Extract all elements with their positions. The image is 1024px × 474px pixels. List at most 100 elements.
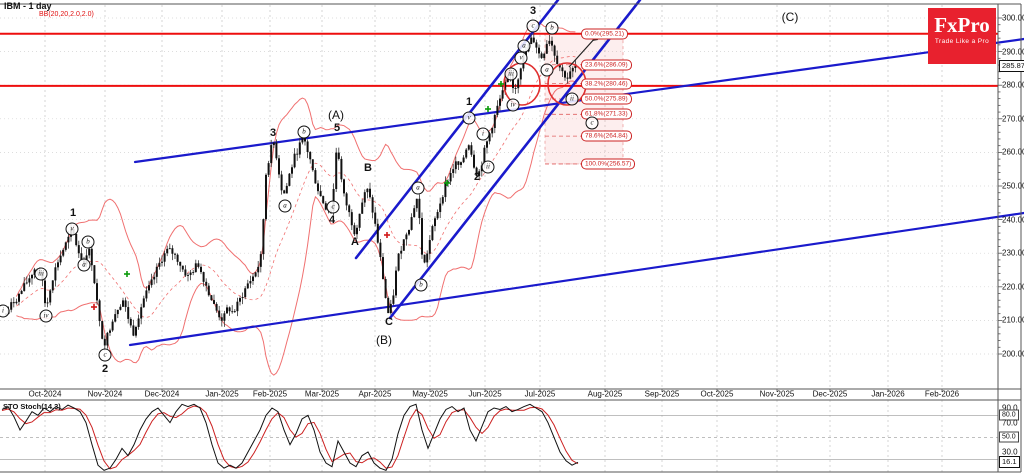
bollinger-middle-band [16,55,576,318]
candle-body [436,212,439,219]
candle-body [223,313,226,321]
candle-body [501,90,504,99]
candle-body [77,245,80,254]
candle-body [31,274,33,279]
candle-body [361,202,364,214]
candle-body [23,283,26,291]
candle-body [179,261,182,266]
candle-body [426,253,429,263]
candle-body [387,297,390,314]
candle-body [101,321,104,339]
candle-body [288,173,291,186]
candle-body [122,300,124,307]
candle-body [509,74,512,76]
candle-body [137,318,140,327]
candle-body [319,191,322,197]
candle-body [18,293,20,302]
bollinger-lower-band [16,80,576,376]
candle-body [504,81,507,91]
candle-body [371,197,374,213]
candle-body [64,242,67,250]
candle-body [397,253,400,271]
candle-body [75,234,78,246]
candle-body [384,278,387,298]
highlight-ellipse [503,62,541,106]
candle-body [512,74,514,89]
candle-body [114,314,117,322]
candle-body [213,300,215,304]
candle-body [38,269,41,273]
candle-body [228,307,231,312]
candle-body [538,47,540,54]
candle-body [155,266,158,277]
candle-body [142,298,145,308]
candle-body [457,161,460,165]
candle-body [467,145,470,150]
candle-body [174,253,176,255]
candle-body [200,266,202,273]
candle-body [525,51,527,56]
candle-body [116,309,119,315]
candle-body [46,302,49,304]
candle-body [369,188,371,198]
candle-body [470,145,473,155]
candle-body [569,71,572,79]
candle-body [278,158,280,175]
candle-body [93,265,96,284]
candle-body [291,167,293,174]
candle-body [226,307,228,314]
candle-body [454,161,457,170]
candle-body [205,281,208,286]
candle-body [267,163,270,175]
candle-body [192,272,195,274]
candle-body [402,239,405,251]
candle-body [447,181,449,183]
candle-body [215,303,218,311]
candle-body [280,174,283,191]
candle-body [348,205,351,213]
candle-body [241,297,244,299]
candle-body [314,170,317,184]
fxpro-tagline: Trade Like a Pro [934,38,990,45]
candle-body [522,55,525,69]
candle-body [44,280,46,304]
candle-body [67,236,70,243]
candle-body [145,290,148,299]
candle-body [358,213,361,228]
candle-body [462,157,465,163]
candle-body [15,301,18,304]
candle-body [345,193,348,206]
candle-body [374,212,377,224]
candle-body [389,303,392,314]
candle-body [306,141,309,153]
candle-body [441,197,444,204]
candle-body [405,234,408,240]
candle-body [283,190,286,194]
candle-body [379,242,382,258]
trendline-lower-channel [128,211,1024,347]
candle-body [272,142,275,146]
candle-body [558,64,561,68]
candle-body [254,272,257,277]
candle-body [184,269,187,276]
candle-body [119,306,122,310]
candle-body [202,272,205,282]
candle-body [168,248,171,250]
candle-body [340,158,343,180]
candle-body [262,219,265,255]
candle-body [415,198,418,209]
candle-body [561,67,564,72]
candle-body [161,261,163,263]
candle-body [36,269,39,271]
candle-body [111,321,114,331]
symbol-title: IBM - 1 day [4,1,52,11]
candle-body [236,301,239,312]
candle-body [322,196,325,204]
candle-body [148,285,150,291]
candle-body [51,280,54,291]
candle-body [428,240,431,254]
candle-body [317,183,319,192]
candle-body [543,53,546,59]
